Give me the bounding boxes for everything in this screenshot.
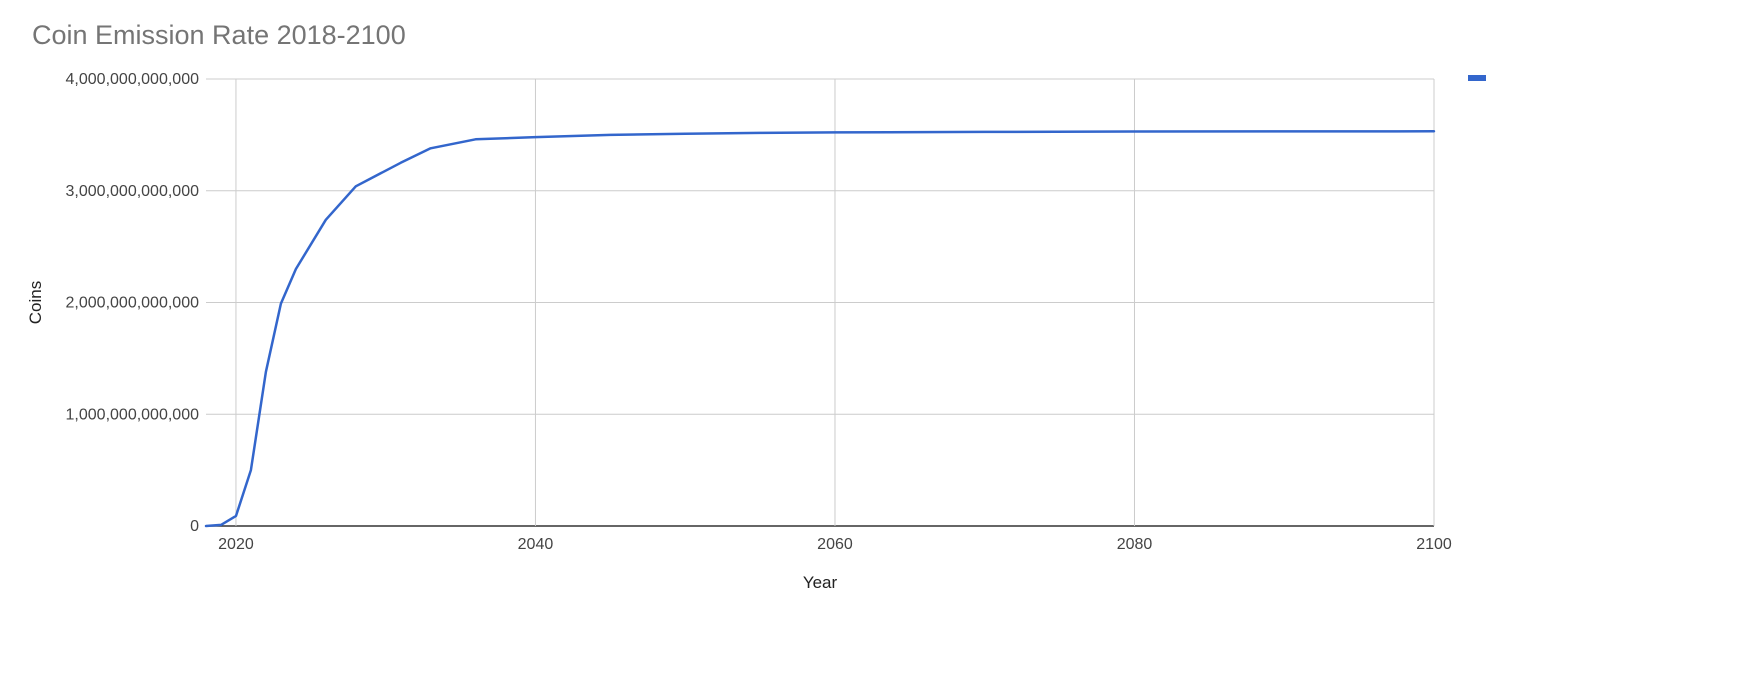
y-axis-title: Coins bbox=[26, 281, 45, 324]
x-tick-label: 2100 bbox=[1416, 536, 1452, 553]
gridlines bbox=[206, 78, 1435, 527]
y-tick-label: 2,000,000,000,000 bbox=[66, 295, 200, 312]
y-tick-label: 4,000,000,000,000 bbox=[66, 71, 200, 88]
x-tick-label: 2020 bbox=[218, 536, 254, 553]
x-tick-label: 2040 bbox=[518, 536, 554, 553]
chart-title: Coin Emission Rate 2018-2100 bbox=[32, 20, 406, 50]
legend bbox=[1468, 75, 1486, 81]
y-tick-label: 1,000,000,000,000 bbox=[66, 406, 200, 423]
y-tick-label: 3,000,000,000,000 bbox=[66, 183, 200, 200]
series-group bbox=[204, 130, 1436, 528]
legend-swatch bbox=[1468, 75, 1486, 81]
x-tick-label: 2080 bbox=[1117, 536, 1153, 553]
x-tick-label: 2060 bbox=[817, 536, 853, 553]
y-tick-label: 0 bbox=[190, 518, 199, 535]
x-axis-tick-labels: 2020 2040 2060 2080 2100 bbox=[218, 536, 1452, 553]
series-line bbox=[204, 130, 1436, 528]
y-axis-tick-labels: 0 1,000,000,000,000 2,000,000,000,000 3,000… bbox=[66, 71, 200, 535]
x-axis-title: Year bbox=[803, 573, 838, 592]
